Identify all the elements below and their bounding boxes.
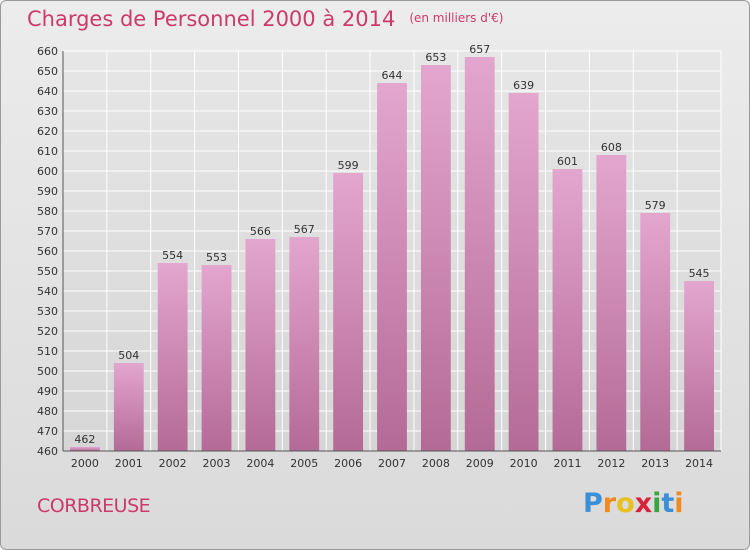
y-tick-label: 490 — [37, 385, 58, 398]
bar-2004 — [245, 239, 276, 451]
logo-letter: P — [583, 488, 603, 519]
bar-2013 — [640, 213, 671, 451]
data-label: 553 — [206, 251, 227, 264]
y-tick-label: 540 — [37, 285, 58, 298]
y-tick-label: 480 — [37, 405, 58, 418]
data-label: 567 — [294, 223, 315, 236]
bar-2006 — [333, 173, 364, 451]
x-tick-label: 2001 — [115, 457, 143, 470]
x-tick-label: 2008 — [422, 457, 450, 470]
x-tick-label: 2002 — [159, 457, 187, 470]
x-tick-label: 2004 — [246, 457, 274, 470]
logo-letter: t — [661, 488, 675, 519]
y-tick-label: 570 — [37, 225, 58, 238]
data-label: 462 — [74, 433, 95, 446]
bar-2009 — [464, 57, 495, 451]
chart-title: Charges de Personnel 2000 à 2014 (en mill… — [27, 7, 503, 31]
bar-2000 — [70, 447, 100, 451]
proxiti-logo: Proxiti — [583, 488, 684, 519]
data-label: 601 — [557, 155, 578, 168]
data-label: 545 — [689, 267, 710, 280]
y-tick-label: 500 — [37, 365, 58, 378]
y-tick-label: 620 — [37, 125, 58, 138]
y-tick-label: 590 — [37, 185, 58, 198]
y-tick-label: 640 — [37, 85, 58, 98]
bar-2001 — [113, 363, 144, 451]
y-tick-label: 510 — [37, 345, 58, 358]
data-label: 657 — [469, 43, 490, 56]
axes: 460 470 480 490 500 510 520 530 540 550 560 570 580 5… — [37, 43, 721, 470]
x-tick-label: 2007 — [378, 457, 406, 470]
x-tick-label: 2000 — [71, 457, 99, 470]
place-name: CORBREUSE — [37, 495, 151, 517]
data-label: 566 — [250, 225, 271, 238]
y-tick-label: 660 — [37, 45, 58, 58]
x-tick-label: 2010 — [510, 457, 538, 470]
unit-label: (en milliers d'€) — [409, 11, 504, 25]
data-label: 504 — [118, 349, 139, 362]
y-tick-label: 580 — [37, 205, 58, 218]
data-label: 653 — [425, 51, 446, 64]
y-tick-label: 550 — [37, 265, 58, 278]
data-label: 639 — [513, 79, 534, 92]
y-tick-label: 530 — [37, 305, 58, 318]
x-tick-label: 2005 — [290, 457, 318, 470]
title-text: Charges de Personnel 2000 à 2014 — [27, 7, 396, 31]
logo-letter: x — [634, 488, 653, 519]
y-tick-label: 470 — [37, 425, 58, 438]
bar-2007 — [377, 83, 407, 451]
bars — [70, 57, 714, 451]
logo-letter: o — [616, 488, 635, 519]
bar-2005 — [289, 237, 320, 451]
x-tick-label: 2012 — [597, 457, 625, 470]
logo-letter: i — [652, 488, 662, 519]
bar-2011 — [552, 169, 583, 451]
y-tick-label: 520 — [37, 325, 58, 338]
data-label: 579 — [645, 199, 666, 212]
bar-2002 — [157, 263, 188, 451]
y-tick-label: 630 — [37, 105, 58, 118]
y-tick-label: 560 — [37, 245, 58, 258]
data-label: 644 — [382, 69, 403, 82]
bar-2012 — [596, 155, 627, 451]
bar-2014 — [684, 281, 714, 451]
y-tick-label: 600 — [37, 165, 58, 178]
y-tick-label: 460 — [37, 445, 58, 458]
data-label: 608 — [601, 141, 622, 154]
x-tick-label: 2013 — [641, 457, 669, 470]
data-label: 554 — [162, 249, 183, 262]
y-tick-label: 610 — [37, 145, 58, 158]
x-tick-label: 2009 — [466, 457, 494, 470]
bar-2010 — [508, 93, 539, 451]
x-tick-label: 2011 — [553, 457, 581, 470]
logo-letter: i — [674, 488, 684, 519]
y-tick-label: 650 — [37, 65, 58, 78]
x-tick-label: 2003 — [203, 457, 231, 470]
data-label: 599 — [338, 159, 359, 172]
x-tick-label: 2006 — [334, 457, 362, 470]
bar-2003 — [201, 265, 232, 451]
x-tick-label: 2014 — [685, 457, 713, 470]
bar-2008 — [420, 65, 451, 451]
logo-letter: r — [602, 488, 617, 519]
